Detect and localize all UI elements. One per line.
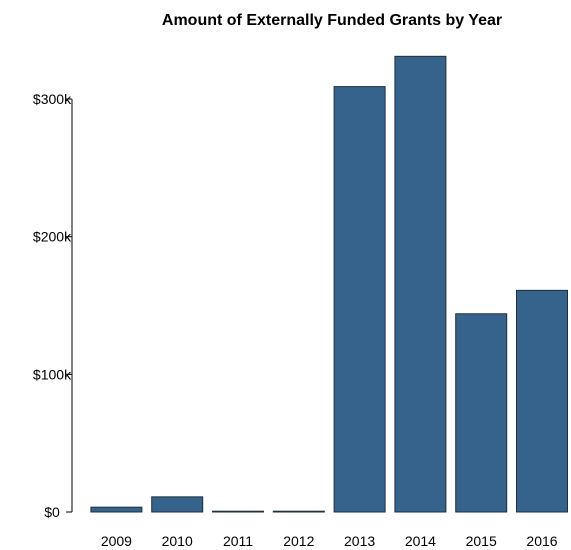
bar-2016 — [516, 289, 568, 513]
bar-2009 — [90, 506, 143, 513]
bar-2010 — [151, 496, 204, 513]
x-tick-label: 2015 — [466, 533, 497, 549]
x-tick-label: 2009 — [101, 533, 132, 549]
bar-2013 — [333, 86, 386, 513]
y-tick-label: $0 — [44, 504, 60, 520]
x-tick-label: 2016 — [526, 533, 557, 549]
y-tick-label: $100k — [33, 366, 72, 382]
x-tick-label: 2012 — [283, 533, 314, 549]
y-axis-ticks: $0 $100k $200k $300k — [33, 91, 72, 520]
bar-2011 — [212, 510, 264, 513]
bars-group — [90, 55, 568, 513]
bar-2015 — [455, 313, 508, 513]
x-tick-label: 2013 — [344, 533, 375, 549]
x-tick-label: 2011 — [223, 533, 253, 549]
x-tick-label: 2014 — [405, 533, 436, 549]
x-axis-labels: 2009 2010 2011 2012 2013 2014 2015 2016 — [101, 533, 558, 549]
x-tick-label: 2010 — [162, 533, 193, 549]
bar-2012 — [272, 510, 325, 513]
y-tick-label: $300k — [33, 91, 72, 107]
bar-2014 — [394, 55, 447, 513]
y-tick-label: $200k — [33, 229, 72, 245]
chart-title: Amount of Externally Funded Grants by Ye… — [162, 12, 502, 29]
